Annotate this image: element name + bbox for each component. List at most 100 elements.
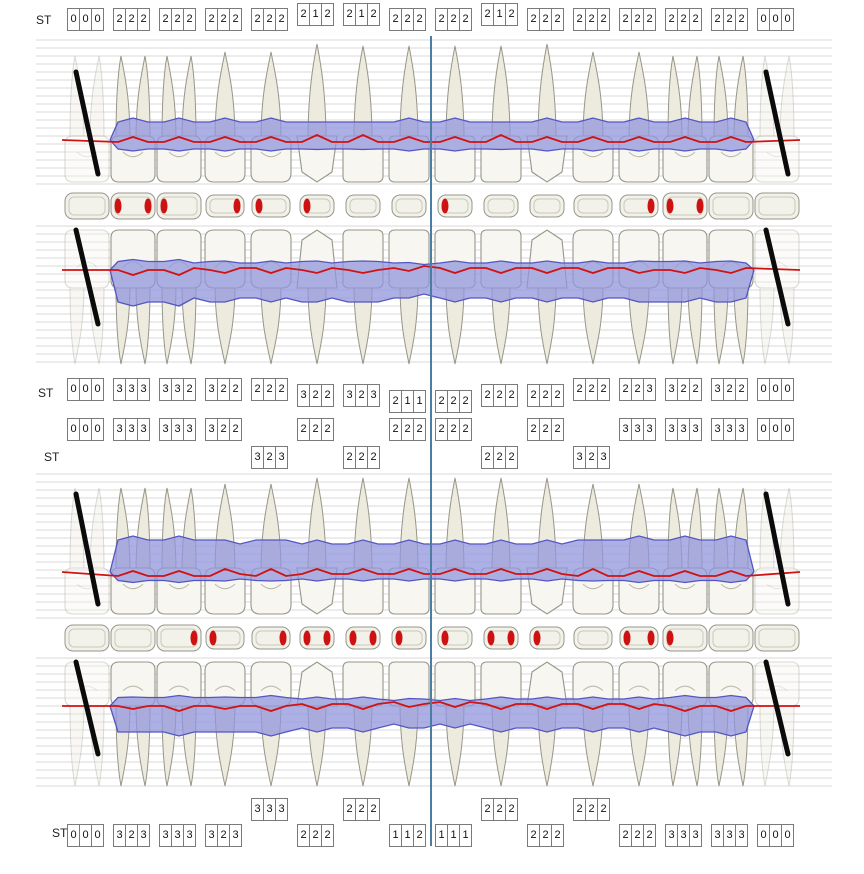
occlusal-tooth-14[interactable] [662, 192, 708, 220]
measurement-cell[interactable]: 2 [505, 798, 518, 821]
occlusal-tooth-10[interactable] [483, 194, 519, 218]
measurement-cell[interactable]: 0 [781, 824, 794, 847]
occlusal-tooth-16[interactable] [754, 192, 800, 220]
measurement-cell[interactable]: 2 [413, 8, 426, 31]
measurement-cell[interactable]: 2 [413, 418, 426, 441]
measurement-cell[interactable]: 2 [689, 378, 702, 401]
occlusal-tooth-14[interactable] [662, 624, 708, 652]
tooth-16-molar[interactable] [754, 229, 800, 365]
occlusal-tooth-4[interactable] [205, 194, 245, 218]
measurement-cell[interactable]: 2 [585, 378, 598, 401]
measurement-cell[interactable]: 3 [643, 378, 656, 401]
measurement-cell[interactable]: 3 [275, 798, 288, 821]
occlusal-tooth-2[interactable] [110, 624, 156, 652]
measurement-cell[interactable]: 2 [459, 390, 472, 413]
occlusal-tooth-15[interactable] [708, 624, 754, 652]
measurement-cell[interactable]: 2 [735, 378, 748, 401]
measurement-cell[interactable]: 2 [321, 3, 334, 26]
occlusal-tooth-12[interactable] [573, 194, 613, 218]
tooth-8-incisor[interactable] [388, 45, 430, 183]
measurement-cell[interactable]: 3 [689, 824, 702, 847]
measurement-cell[interactable]: 2 [723, 8, 736, 31]
measurement-cell[interactable]: 2 [459, 8, 472, 31]
tooth-9-incisor[interactable] [434, 45, 476, 183]
measurement-cell[interactable]: 2 [481, 384, 494, 407]
measurement-cell[interactable]: 2 [551, 418, 564, 441]
measurement-cell[interactable]: 0 [91, 8, 104, 31]
measurement-cell[interactable]: 3 [171, 418, 184, 441]
measurement-cell[interactable]: 2 [689, 8, 702, 31]
measurement-cell[interactable]: 2 [597, 378, 610, 401]
measurement-cell[interactable]: 3 [229, 824, 242, 847]
occlusal-tooth-5[interactable] [251, 194, 291, 218]
measurement-cell[interactable]: 2 [711, 8, 724, 31]
measurement-cell[interactable]: 2 [321, 384, 334, 407]
occlusal-tooth-9[interactable] [437, 194, 473, 218]
measurement-cell[interactable]: 0 [781, 418, 794, 441]
measurement-cell[interactable]: 3 [631, 418, 644, 441]
measurement-cell[interactable]: 2 [539, 8, 552, 31]
measurement-cell[interactable]: 2 [597, 8, 610, 31]
measurement-cell[interactable]: 0 [757, 418, 770, 441]
tooth-7-incisor[interactable] [342, 45, 384, 183]
measurement-cell[interactable]: 2 [251, 8, 264, 31]
occlusal-tooth-1[interactable] [64, 192, 110, 220]
measurement-cell[interactable]: 0 [91, 824, 104, 847]
measurement-cell[interactable]: 0 [781, 8, 794, 31]
measurement-cell[interactable]: 3 [735, 418, 748, 441]
tooth-1-molar[interactable] [64, 229, 110, 365]
measurement-cell[interactable]: 2 [183, 8, 196, 31]
measurement-cell[interactable]: 1 [447, 824, 460, 847]
measurement-cell[interactable]: 2 [413, 824, 426, 847]
measurement-cell[interactable]: 2 [573, 798, 586, 821]
measurement-cell[interactable]: 2 [229, 418, 242, 441]
measurement-cell[interactable]: 2 [643, 824, 656, 847]
occlusal-tooth-1[interactable] [64, 624, 110, 652]
measurement-cell[interactable]: 2 [367, 798, 380, 821]
measurement-cell[interactable]: 2 [367, 3, 380, 26]
occlusal-tooth-5[interactable] [251, 626, 291, 650]
measurement-cell[interactable]: 2 [321, 418, 334, 441]
measurement-cell[interactable]: 3 [113, 418, 126, 441]
measurement-cell[interactable]: 3 [137, 418, 150, 441]
measurement-cell[interactable]: 2 [631, 8, 644, 31]
occlusal-tooth-10[interactable] [483, 626, 519, 650]
measurement-cell[interactable]: 1 [459, 824, 472, 847]
measurement-cell[interactable]: 1 [413, 390, 426, 413]
occlusal-tooth-2[interactable] [110, 192, 156, 220]
measurement-cell[interactable]: 2 [551, 824, 564, 847]
measurement-cell[interactable]: 3 [183, 418, 196, 441]
measurement-cell[interactable]: 3 [137, 378, 150, 401]
occlusal-tooth-8[interactable] [391, 626, 427, 650]
measurement-cell[interactable]: 2 [229, 378, 242, 401]
measurement-cell[interactable]: 3 [735, 824, 748, 847]
occlusal-tooth-13[interactable] [619, 194, 659, 218]
measurement-cell[interactable]: 2 [723, 378, 736, 401]
tooth-6-canine[interactable] [296, 43, 338, 183]
occlusal-tooth-6[interactable] [299, 626, 335, 650]
measurement-cell[interactable]: 2 [263, 378, 276, 401]
measurement-cell[interactable]: 2 [505, 3, 518, 26]
measurement-cell[interactable]: 2 [137, 8, 150, 31]
measurement-cell[interactable]: 2 [505, 384, 518, 407]
occlusal-tooth-11[interactable] [529, 626, 565, 650]
measurement-cell[interactable]: 3 [597, 446, 610, 469]
occlusal-tooth-7[interactable] [345, 194, 381, 218]
occlusal-tooth-12[interactable] [573, 626, 613, 650]
occlusal-tooth-11[interactable] [529, 194, 565, 218]
measurement-cell[interactable]: 2 [229, 8, 242, 31]
occlusal-tooth-8[interactable] [391, 194, 427, 218]
measurement-cell[interactable]: 0 [91, 418, 104, 441]
occlusal-tooth-4[interactable] [205, 626, 245, 650]
measurement-cell[interactable]: 2 [551, 384, 564, 407]
occlusal-tooth-7[interactable] [345, 626, 381, 650]
measurement-cell[interactable]: 2 [505, 446, 518, 469]
tooth-11-canine[interactable] [526, 43, 568, 183]
occlusal-tooth-3[interactable] [156, 192, 202, 220]
occlusal-tooth-3[interactable] [156, 624, 202, 652]
measurement-cell[interactable]: 2 [459, 418, 472, 441]
tooth-16-molar[interactable] [754, 661, 800, 787]
measurement-cell[interactable]: 3 [665, 824, 678, 847]
measurement-cell[interactable]: 3 [159, 378, 172, 401]
measurement-cell[interactable]: 2 [551, 8, 564, 31]
